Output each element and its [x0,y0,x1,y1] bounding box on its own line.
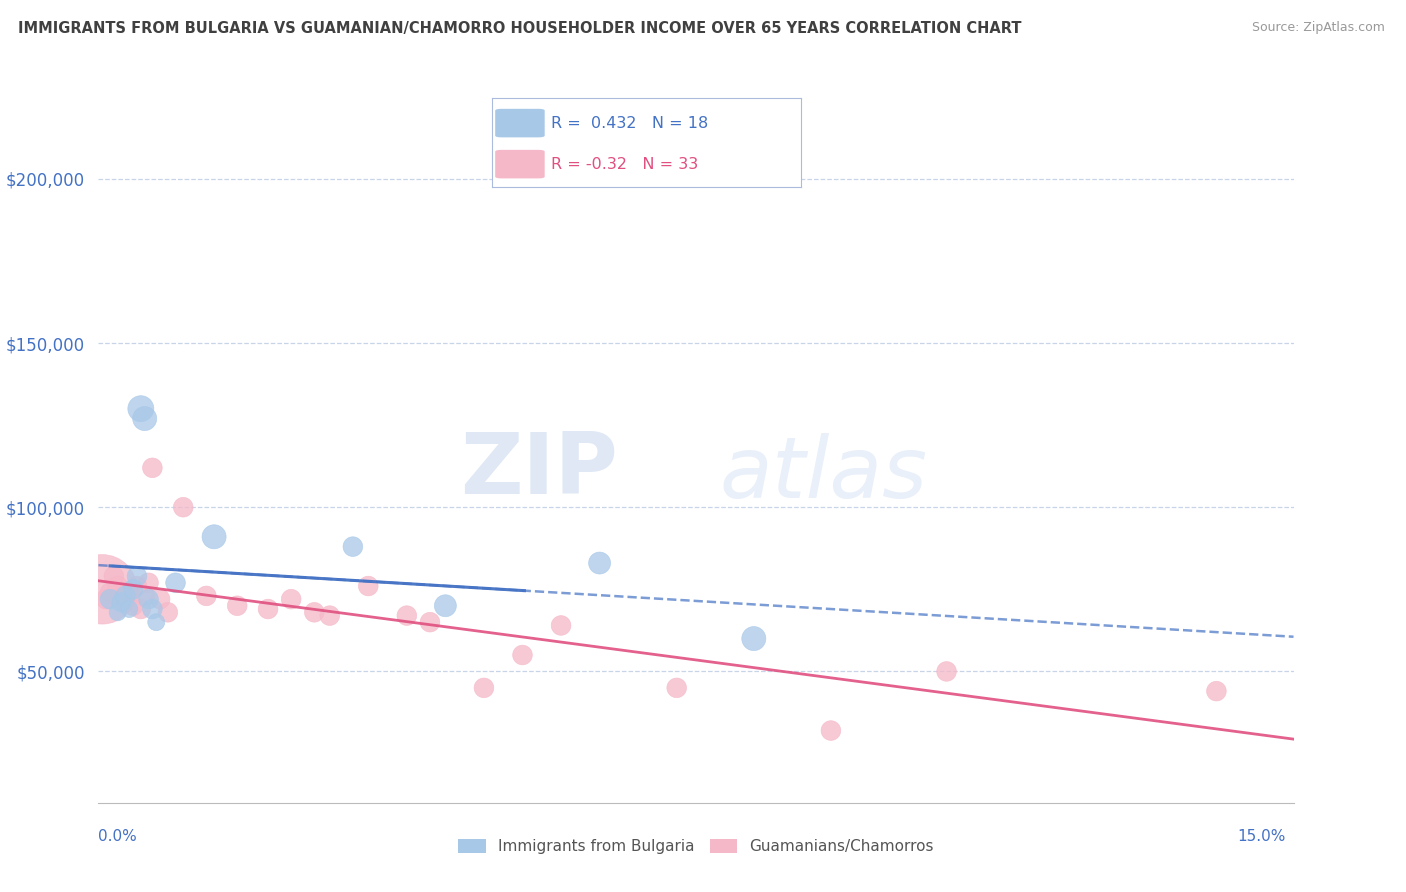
Legend: Immigrants from Bulgaria, Guamanians/Chamorros: Immigrants from Bulgaria, Guamanians/Cha… [451,832,941,860]
Point [94,592,117,607]
Point [125,579,148,593]
Point [935,665,957,679]
Point [304,605,326,619]
Point [114,595,136,609]
Point [129,602,152,616]
Point [512,648,534,662]
Text: 15.0%: 15.0% [1237,829,1286,844]
FancyBboxPatch shape [495,150,544,178]
Point [434,599,457,613]
Point [134,411,156,425]
Point [118,585,141,599]
Point [226,599,249,613]
Point [665,681,688,695]
Text: IMMIGRANTS FROM BULGARIA VS GUAMANIAN/CHAMORRO HOUSEHOLDER INCOME OVER 65 YEARS : IMMIGRANTS FROM BULGARIA VS GUAMANIAN/CH… [18,21,1022,36]
Point [118,602,141,616]
Text: 0.0%: 0.0% [98,829,138,844]
Point [110,595,132,609]
Point [122,582,145,597]
Point [419,615,441,630]
Point [172,500,194,515]
Point [1205,684,1227,698]
Point [550,618,572,632]
Point [122,599,145,613]
Point [742,632,765,646]
Point [138,592,160,607]
Point [129,401,152,416]
Point [202,530,225,544]
Point [149,592,172,607]
Point [98,592,121,607]
Point [357,579,380,593]
Point [395,608,418,623]
Point [125,569,148,583]
Point [588,556,610,570]
Point [156,605,179,619]
Point [257,602,280,616]
Point [103,569,125,583]
Point [98,585,121,599]
Point [342,540,364,554]
Point [138,575,160,590]
Point [107,579,129,593]
FancyBboxPatch shape [495,109,544,137]
Point [141,602,163,616]
Point [195,589,218,603]
Point [319,608,342,623]
Point [145,615,167,630]
Text: Source: ZipAtlas.com: Source: ZipAtlas.com [1251,21,1385,34]
Point [91,582,114,597]
Point [280,592,302,607]
Point [114,589,136,603]
Point [110,589,132,603]
Point [165,575,187,590]
Point [134,589,156,603]
Text: atlas: atlas [720,433,928,516]
Point [472,681,495,695]
Text: R = -0.32   N = 33: R = -0.32 N = 33 [551,157,699,171]
Text: R =  0.432   N = 18: R = 0.432 N = 18 [551,116,709,130]
Point [107,605,129,619]
Point [141,460,163,475]
Point [820,723,842,738]
Text: ZIP: ZIP [461,429,619,512]
